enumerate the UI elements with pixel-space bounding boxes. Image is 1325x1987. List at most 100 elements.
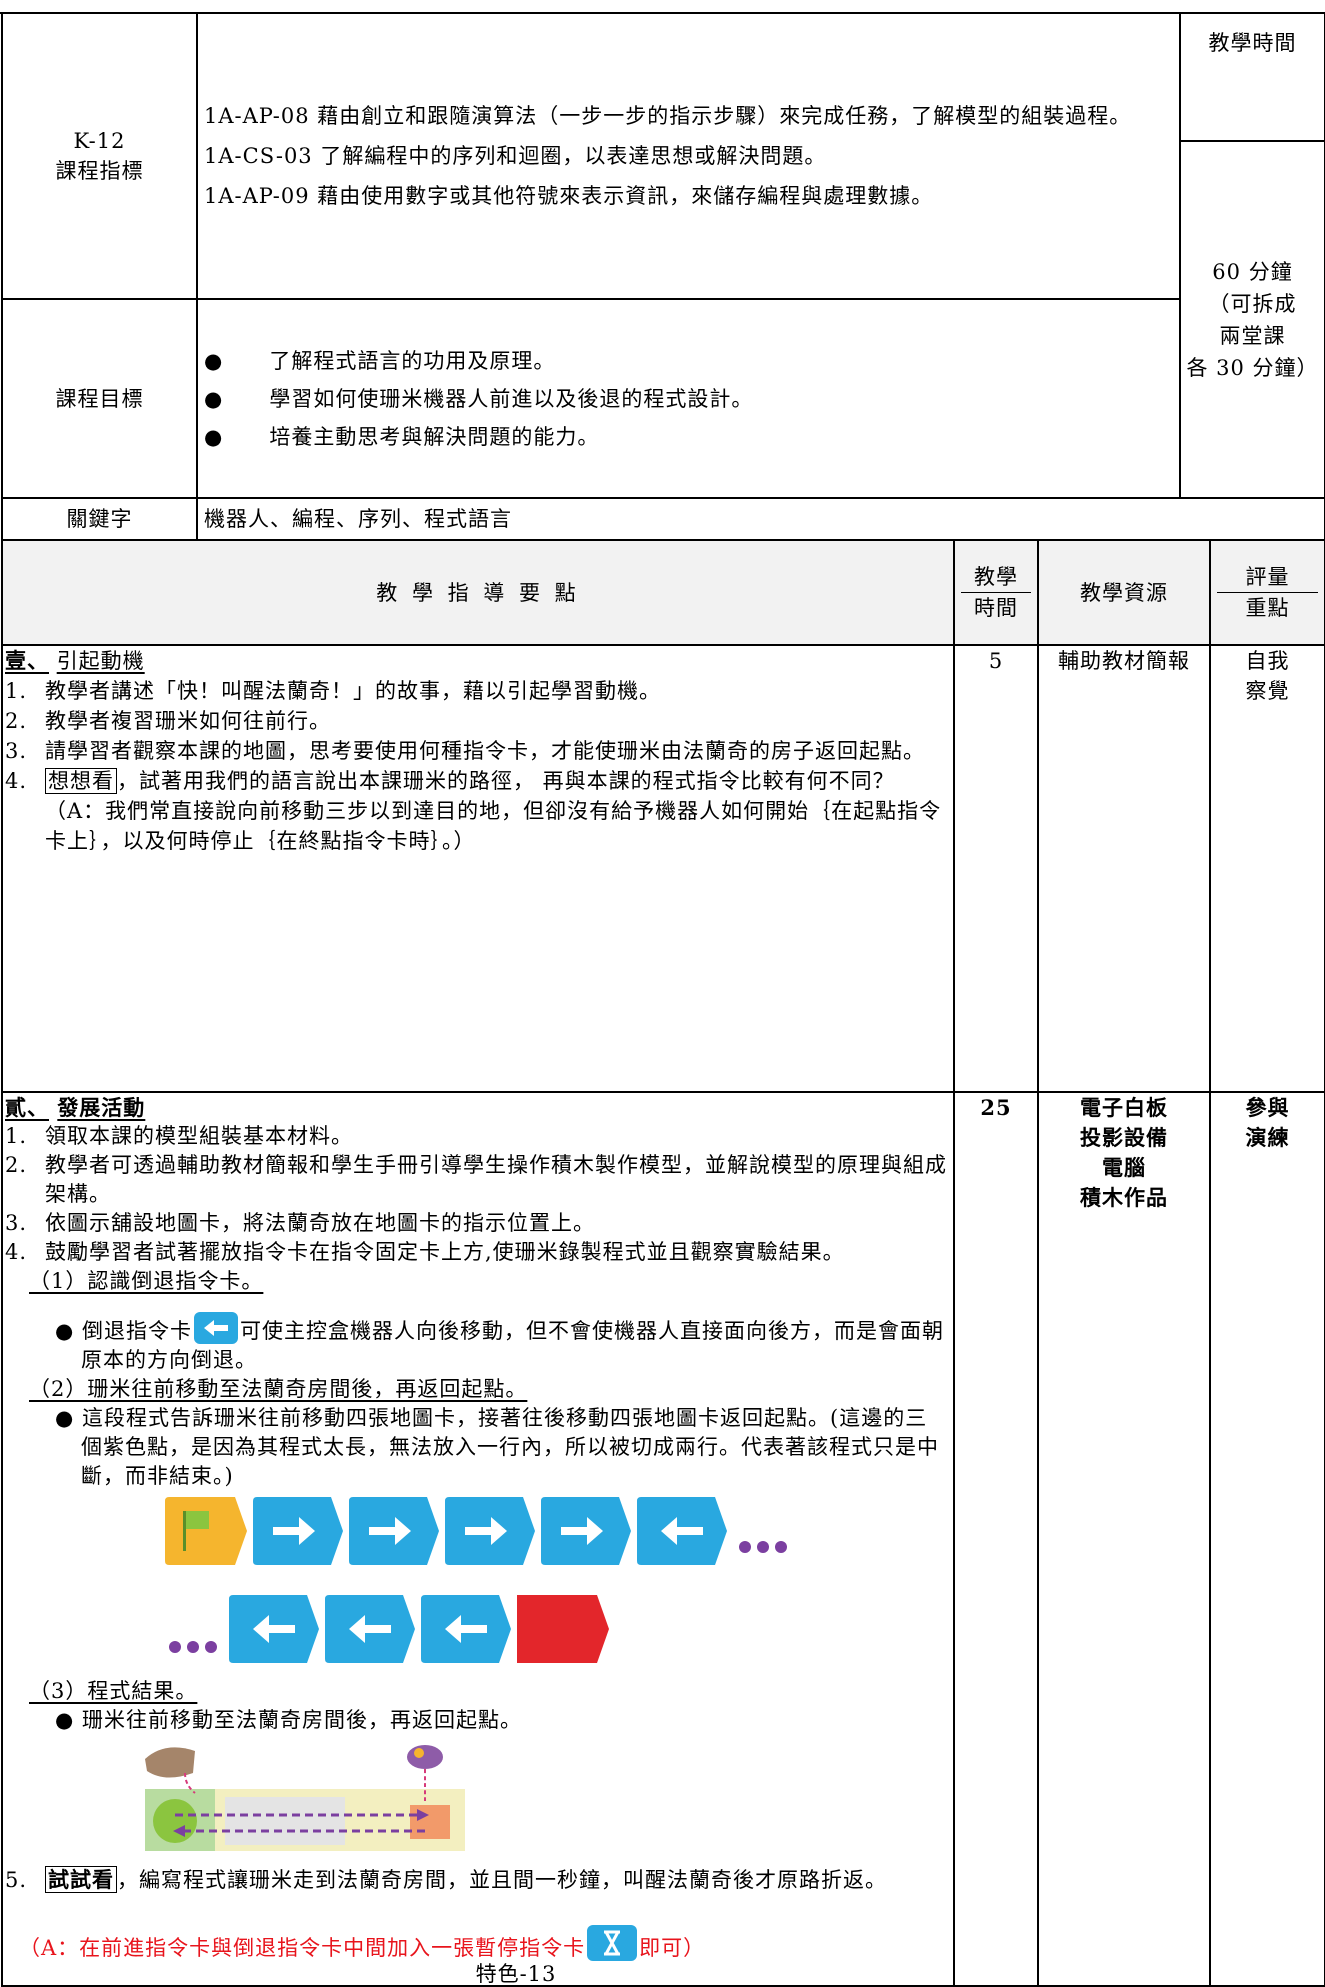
col-resources: 教學資源 <box>1037 539 1211 646</box>
time-value: 60 分鐘 （可拆成兩堂課各 30 分鐘） <box>1179 140 1325 499</box>
assessment-line: 演練 <box>1245 1125 1290 1150</box>
step-num: 4. <box>5 769 28 793</box>
assessment-line: 參與 <box>1245 1095 1290 1120</box>
objective-text: 培養主動思考與解決問題的能力。 <box>269 424 600 449</box>
resource: 電子白板 <box>1080 1095 1168 1120</box>
sub-label-text: （3）程式結果。 <box>29 1679 198 1703</box>
time-line: 兩堂課 <box>1219 323 1286 348</box>
keywords-label: 關鍵字 <box>1 497 198 541</box>
step-num: 2. <box>5 1153 28 1177</box>
indicators-items: 1A-AP-08 藉由創立和跟隨演算法（一步一步的指示步驟）來完成任務，了解模型… <box>196 12 1181 300</box>
answer-text: 即可） <box>639 1936 706 1960</box>
section-num: 貳、 <box>5 1095 49 1120</box>
end-card <box>517 1595 609 1663</box>
pause-card-icon <box>587 1925 638 1961</box>
section-title: 引起動機 <box>56 649 145 673</box>
objective-text: 學習如何使珊米機器人前進以及後退的程式設計。 <box>269 386 754 411</box>
bullet: ● 珊米往前移動至法蘭奇房間後，再返回起點。 <box>55 1708 522 1732</box>
section-heading: 貳、 發展活動 <box>5 1093 947 1122</box>
resource: 電腦 <box>1102 1155 1146 1180</box>
boxed-label: 想想看 <box>45 768 117 794</box>
lesson-table: 教 學 指 導 要 點 教學 時間 教學資源 評量 重點 壹、 引起動機 1. 教學者… <box>1 539 1325 1987</box>
step-text: 教學者可透過輔助教材簡報和學生手冊引導學生操作積木製作模型，並解說模型的原理與組… <box>45 1153 947 1206</box>
step-text: ，編寫程式讓珊米走到法蘭奇房間，並且間一秒鐘，叫醒法蘭奇後才原路折返。 <box>117 1868 887 1892</box>
objective-text: 了解程式語言的功用及原理。 <box>269 348 556 373</box>
objective: ● 培養主動思考與解決問題的能力。 <box>204 424 600 449</box>
section-time: 25 <box>953 1091 1039 1987</box>
step: 3. 依圖示舖設地圖卡，將法蘭奇放在地圖卡的指示位置上。 <box>5 1209 947 1238</box>
step-num: 3. <box>5 1211 28 1235</box>
indicator: 1A-AP-09 藉由使用數字或其他符號來表示資訊，來儲存編程與處理數據。 <box>204 184 934 208</box>
indicator: 1A-AP-08 藉由創立和跟隨演算法（一步一步的指示步驟）來完成任務，了解模型… <box>204 104 1132 128</box>
bullet: ● 倒退指令卡 可使主控盒機器人向後移動，但不會使機器人直接面向後方，而是會面朝原… <box>5 1310 947 1375</box>
objective: ● 了解程式語言的功用及原理。 <box>204 348 556 373</box>
section-assessment: 自我 察覺 <box>1209 644 1325 1093</box>
resource: 積木作品 <box>1080 1185 1168 1210</box>
step-text: ，試著用我們的語言說出本課珊米的路徑， 再與本課的程式指令比較有何不同？ <box>117 769 895 793</box>
resource: 投影設備 <box>1080 1125 1168 1150</box>
step-text: 教學者複習珊米如何往前行。 <box>45 709 331 733</box>
col-time: 教學 時間 <box>953 539 1039 646</box>
sub-label: （3）程式結果。 <box>5 1677 947 1706</box>
sub-label-text: （2）珊米往前移動至法蘭奇房間後，再返回起點。 <box>29 1377 528 1401</box>
step: 4. 鼓勵學習者試著擺放指令卡在指令固定卡上方,使珊米錄製程式並且觀察實驗結果。 <box>5 1238 947 1267</box>
section-time: 5 <box>953 644 1039 1093</box>
section-resources: 電子白板投影設備電腦積木作品 <box>1037 1091 1211 1987</box>
label-line: 課程指標 <box>55 159 144 183</box>
start-card <box>165 1497 247 1565</box>
time-line: （可拆成 <box>1208 291 1297 316</box>
label-line: K-12 <box>73 129 126 153</box>
answer-text: （A：在前進指令卡與倒退指令卡中間加入一張暫停指令卡 <box>19 1936 586 1960</box>
col-assessment: 評量 重點 <box>1209 539 1325 646</box>
sub-label: （2）珊米往前移動至法蘭奇房間後，再返回起點。 <box>5 1375 947 1404</box>
step: 1. 教學者講述「快！叫醒法蘭奇！」的故事，藉以引起學習動機。 <box>5 676 947 706</box>
step-text: 教學者講述「快！叫醒法蘭奇！」的故事，藉以引起學習動機。 <box>45 679 661 703</box>
keywords-value: 機器人、編程、序列、程式語言 <box>196 497 1325 541</box>
step-num: 1. <box>5 679 28 703</box>
section-1: 壹、 引起動機 1. 教學者講述「快！叫醒法蘭奇！」的故事，藉以引起學習動機。 2… <box>1 644 955 1093</box>
indicator: 1A-CS-03 了解編程中的序列和迴圈，以表達思想或解決問題。 <box>204 144 827 168</box>
bullet: ● 這段程式告訴珊米往前移動四張地圖卡，接著往後移動四張地圖卡返回起點。(這邊的… <box>55 1406 939 1488</box>
time-label: 教學時間 <box>1179 12 1325 142</box>
answer: （A：在前進指令卡與倒退指令卡中間加入一張暫停指令卡 即可） <box>5 1923 947 1963</box>
time-line: 各 30 分鐘） <box>1186 355 1319 380</box>
step-text: 依圖示舖設地圖卡，將法蘭奇放在地圖卡的指示位置上。 <box>45 1211 595 1235</box>
answer: （A：我們常直接說向前移動三步以到達目的地，但卻沒有給予機器人如何開始｛在起點指… <box>45 799 942 853</box>
sub-label-text: （1）認識倒退指令卡。 <box>29 1269 264 1293</box>
step-num: 4. <box>5 1240 28 1264</box>
section-num: 壹、 <box>5 648 49 673</box>
step: 2. 教學者複習珊米如何往前行。 <box>5 706 947 736</box>
course-info-table: K-12 課程指標 1A-AP-08 藉由創立和跟隨演算法（一步一步的指示步驟）來… <box>1 12 1325 541</box>
section-2: 貳、 發展活動 1. 領取本課的模型組裝基本材料。 2. 教學者可透過輔助教材簡報和… <box>1 1091 955 1987</box>
bullet-text: 可使主控盒機器人向後移動，但不會使機器人直接面向後方，而是會面朝原本的方向倒退。 <box>81 1319 944 1372</box>
indicators-label: K-12 課程指標 <box>1 12 198 300</box>
assessment-line: 自我 <box>1245 649 1290 673</box>
step-num: 2. <box>5 709 28 733</box>
col-line: 評量 <box>1245 565 1290 589</box>
footer: 特色-13 <box>475 1962 557 1986</box>
step: 5. 試試看 ，編寫程式讓珊米走到法蘭奇房間，並且間一秒鐘，叫醒法蘭奇後才原路折返。 <box>5 1865 947 1895</box>
step: 4. 想想看 ，試著用我們的語言說出本課珊米的路徑， 再與本課的程式指令比較有何不同… <box>5 766 947 796</box>
step-text: 鼓勵學習者試著擺放指令卡在指令固定卡上方,使珊米錄製程式並且觀察實驗結果。 <box>45 1240 845 1264</box>
objectives-label: 課程目標 <box>1 298 198 499</box>
step: 3. 請學習者觀察本課的地圖，思考要使用何種指令卡，才能使珊米由法蘭奇的房子返回起… <box>5 736 947 766</box>
step-text: 請學習者觀察本課的地圖，思考要使用何種指令卡，才能使珊米由法蘭奇的房子返回起點。 <box>45 739 925 763</box>
sub-label: （1）認識倒退指令卡。 <box>5 1267 947 1296</box>
step-num: 3. <box>5 739 28 763</box>
bullet-text: 珊米往前移動至法蘭奇房間後，再返回起點。 <box>82 1708 522 1732</box>
back-card-icon <box>194 1312 238 1344</box>
bullet-text: 這段程式告訴珊米往前移動四張地圖卡，接著往後移動四張地圖卡返回起點。(這邊的三個… <box>81 1406 939 1488</box>
step-text: 領取本課的模型組裝基本材料。 <box>45 1124 353 1148</box>
section-title: 發展活動 <box>57 1095 146 1120</box>
time-line: 60 分鐘 <box>1212 259 1293 284</box>
step-num: 1. <box>5 1124 28 1148</box>
step-num: 5. <box>5 1868 28 1892</box>
objective: ● 學習如何使珊米機器人前進以及後退的程式設計。 <box>204 386 754 411</box>
boxed-label: 試試看 <box>45 1866 117 1893</box>
section-resource: 輔助教材簡報 <box>1037 644 1211 1093</box>
step: 2. 教學者可透過輔助教材簡報和學生手冊引導學生操作積木製作模型，並解說模型的原理… <box>5 1151 947 1209</box>
program-cards <box>165 1497 787 1663</box>
section-heading: 壹、 引起動機 <box>5 646 947 676</box>
col-line: 教學 <box>974 565 1018 589</box>
